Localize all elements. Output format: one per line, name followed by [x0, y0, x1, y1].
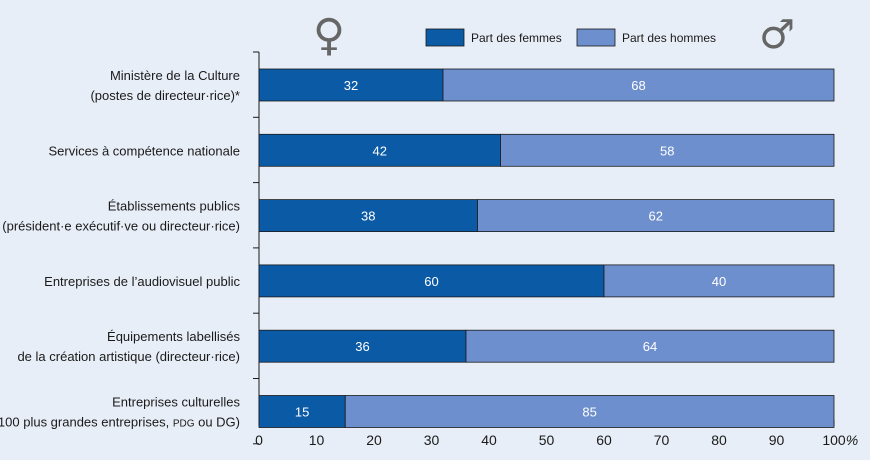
x-tick-label: 40: [481, 432, 497, 448]
data-label-hommes: 64: [643, 339, 657, 354]
legend-swatch-hommes: [577, 29, 615, 46]
male-symbol-icon: ♂: [759, 12, 795, 58]
category-label: Services à compétence nationale: [48, 143, 240, 158]
data-label-femmes: 60: [424, 274, 438, 289]
category-label: Ministère de la Culture: [110, 68, 240, 83]
x-tick-label: 70: [654, 432, 670, 448]
x-tick-label: 50: [539, 432, 555, 448]
data-label-femmes: 42: [373, 143, 387, 158]
category-label: (président·e exécutif·ve ou directeur·ri…: [2, 219, 240, 234]
x-tick-label: 0: [255, 432, 263, 448]
data-label-hommes: 68: [631, 78, 645, 93]
legend-label-hommes: Part des hommes: [622, 31, 716, 45]
category-label: (postes de directeur·rice)*: [90, 88, 240, 103]
x-tick-label: 90: [769, 432, 785, 448]
data-label-femmes: 32: [344, 78, 358, 93]
data-label-hommes: 62: [649, 209, 663, 224]
data-label-hommes: 40: [712, 274, 726, 289]
female-symbol-icon: ♀: [313, 10, 345, 61]
x-tick-label: 80: [711, 432, 727, 448]
data-label-femmes: 38: [361, 209, 375, 224]
x-tick-label: 10: [309, 432, 325, 448]
legend-swatch-femmes: [426, 29, 464, 46]
data-label-hommes: 85: [582, 405, 596, 420]
x-tick-label: 30: [424, 432, 440, 448]
data-label-femmes: 15: [295, 405, 309, 420]
category-label: (100 plus grandes entreprises, PDG ou DG…: [0, 415, 240, 430]
category-label: Équipements labellisés: [107, 329, 240, 344]
x-tick-label: 100: [822, 432, 846, 448]
x-tick-label: 60: [596, 432, 612, 448]
data-label-hommes: 58: [660, 143, 674, 158]
x-tick-label: 20: [366, 432, 382, 448]
legend-label-femmes: Part des femmes: [471, 31, 562, 45]
x-axis-unit: %: [846, 432, 858, 448]
category-label: Entreprises culturelles: [112, 395, 240, 410]
data-label-femmes: 36: [355, 339, 369, 354]
category-label: Établissements publics: [108, 199, 241, 214]
category-label: de la création artistique (directeur·ric…: [17, 349, 240, 364]
category-label: Entreprises de l’audiovisuel public: [44, 274, 240, 289]
